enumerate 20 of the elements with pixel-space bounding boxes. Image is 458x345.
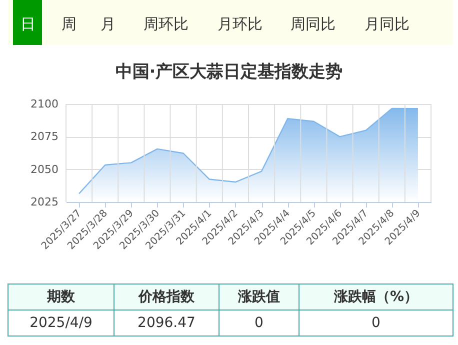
y-tick-label: 2025 [30, 196, 58, 208]
text: 价格指数 [138, 289, 196, 305]
chart-title: 中国·产区大蒜日定基指数走势 [115, 62, 343, 82]
text: 周同比 [290, 15, 336, 33]
text: 涨跌幅（%） [332, 289, 418, 305]
text: 月环比 [218, 15, 262, 33]
text: 月同比 [364, 15, 410, 33]
text: 月 [100, 15, 116, 33]
text: 0 [254, 315, 264, 331]
text: 0 [372, 315, 380, 331]
text: 涨跌值 [237, 289, 280, 305]
y-tick-label: 2100 [30, 98, 58, 110]
y-tick-label: 2050 [30, 162, 58, 176]
text: 日 [20, 15, 36, 33]
text: 期数 [46, 289, 76, 305]
text: 2025/4/9 [30, 315, 92, 331]
text: 2096.47 [138, 315, 196, 331]
text: 周环比 [144, 15, 188, 33]
y-tick-label: 2075 [30, 130, 58, 144]
text: 周 [62, 15, 76, 33]
